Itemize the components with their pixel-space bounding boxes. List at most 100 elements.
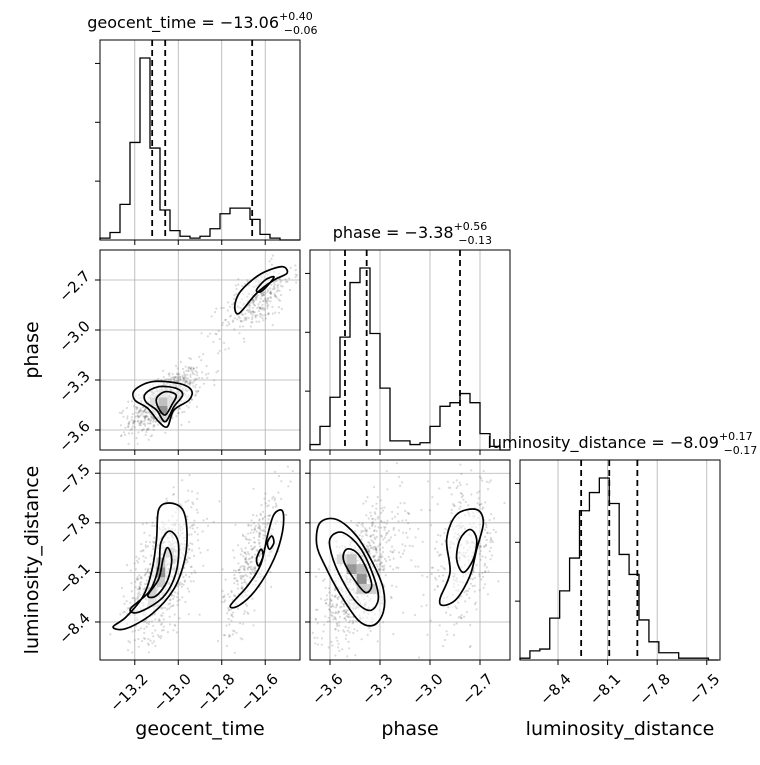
scatter-point bbox=[372, 548, 375, 551]
scatter-point bbox=[144, 414, 147, 418]
scatter-point bbox=[243, 282, 246, 286]
scatter-point bbox=[369, 535, 372, 538]
scatter-point bbox=[151, 545, 155, 548]
scatter-point bbox=[233, 328, 236, 331]
scatter-point bbox=[181, 596, 184, 599]
scatter-point bbox=[478, 547, 481, 550]
scatter-point bbox=[375, 535, 378, 539]
scatter-point bbox=[258, 535, 261, 538]
scatter-point bbox=[264, 313, 267, 317]
histogram-bin bbox=[320, 426, 330, 450]
scatter-point bbox=[252, 624, 255, 627]
scatter-point bbox=[246, 568, 249, 571]
scatter-point bbox=[338, 610, 341, 613]
scatter-point bbox=[294, 626, 296, 628]
scatter-point bbox=[151, 642, 154, 645]
scatter-point bbox=[186, 380, 189, 383]
scatter-point bbox=[243, 340, 246, 343]
scatter-point bbox=[492, 528, 495, 531]
scatter-point bbox=[213, 379, 216, 382]
scatter-point bbox=[449, 613, 452, 617]
scatter-point bbox=[181, 479, 184, 482]
scatter-point bbox=[374, 547, 378, 550]
scatter-point bbox=[143, 423, 147, 426]
scatter-point bbox=[149, 422, 152, 425]
scatter-point bbox=[190, 524, 193, 527]
scatter-point bbox=[399, 484, 402, 487]
scatter-point bbox=[245, 561, 248, 564]
scatter-point bbox=[147, 567, 150, 570]
scatter-point bbox=[190, 366, 193, 369]
scatter-point bbox=[133, 420, 136, 423]
scatter-point bbox=[244, 556, 247, 559]
scatter-point bbox=[173, 623, 176, 626]
scatter-point bbox=[269, 290, 272, 293]
scatter-point bbox=[434, 547, 437, 550]
scatter-point bbox=[168, 615, 171, 618]
scatter-point bbox=[273, 499, 276, 502]
scatter-point bbox=[148, 541, 151, 544]
scatter-point bbox=[212, 340, 215, 344]
scatter-point bbox=[296, 631, 298, 633]
scatter-point bbox=[150, 434, 154, 437]
scatter-point bbox=[260, 503, 263, 507]
scatter-point bbox=[230, 591, 233, 594]
scatter-point bbox=[251, 321, 254, 324]
scatter-point bbox=[277, 283, 280, 286]
scatter-point bbox=[192, 523, 196, 526]
scatter-point bbox=[331, 615, 334, 618]
scatter-point bbox=[138, 588, 141, 591]
scatter-point bbox=[125, 406, 128, 410]
scatter-point bbox=[450, 512, 453, 515]
scatter-point bbox=[231, 303, 234, 306]
scatter-point bbox=[345, 615, 348, 618]
scatter-point bbox=[488, 481, 491, 484]
histogram-bin bbox=[629, 574, 639, 660]
scatter-point bbox=[195, 366, 198, 369]
scatter-point bbox=[375, 547, 378, 550]
scatter-point bbox=[193, 569, 196, 572]
scatter-point bbox=[193, 554, 196, 558]
scatter-point bbox=[175, 631, 178, 634]
scatter-point bbox=[143, 408, 146, 411]
scatter-point bbox=[247, 553, 251, 556]
scatter-point bbox=[218, 337, 221, 341]
scatter-point bbox=[259, 315, 262, 318]
scatter-point bbox=[452, 633, 456, 637]
scatter-point bbox=[242, 555, 245, 558]
scatter-point bbox=[255, 296, 258, 299]
scatter-point bbox=[489, 541, 492, 544]
scatter-point bbox=[377, 569, 380, 572]
scatter-point bbox=[345, 609, 348, 612]
scatter-point bbox=[250, 545, 253, 548]
scatter-point bbox=[185, 376, 188, 380]
scatter-point bbox=[426, 575, 429, 579]
scatter-point bbox=[303, 609, 305, 611]
scatter-point bbox=[383, 521, 386, 524]
scatter-point bbox=[244, 317, 247, 320]
scatter-point bbox=[440, 543, 444, 546]
scatter-point bbox=[135, 577, 138, 581]
scatter-point bbox=[266, 290, 269, 293]
scatter-point bbox=[122, 595, 125, 598]
scatter-point bbox=[488, 550, 491, 553]
scatter-point bbox=[323, 578, 326, 581]
scatter-point bbox=[244, 312, 247, 315]
scatter-point bbox=[188, 382, 192, 385]
scatter-point bbox=[217, 352, 220, 355]
scatter-point bbox=[442, 574, 445, 577]
scatter-point bbox=[252, 487, 255, 490]
scatter-point bbox=[364, 500, 367, 503]
scatter-point bbox=[171, 372, 174, 376]
scatter-point bbox=[242, 325, 245, 328]
scatter-point bbox=[243, 316, 246, 319]
scatter-point bbox=[137, 412, 140, 415]
scatter-point bbox=[452, 503, 455, 506]
scatter-panel-phase-vs-luminosity_distance: −3.6 −3.3 −3.0 −2.7 bbox=[294, 459, 511, 709]
scatter-point bbox=[344, 637, 347, 641]
scatter-point bbox=[479, 545, 482, 548]
scatter-point bbox=[489, 479, 492, 482]
scatter-point bbox=[380, 507, 383, 510]
scatter-point bbox=[189, 373, 192, 377]
scatter-point bbox=[142, 409, 145, 413]
